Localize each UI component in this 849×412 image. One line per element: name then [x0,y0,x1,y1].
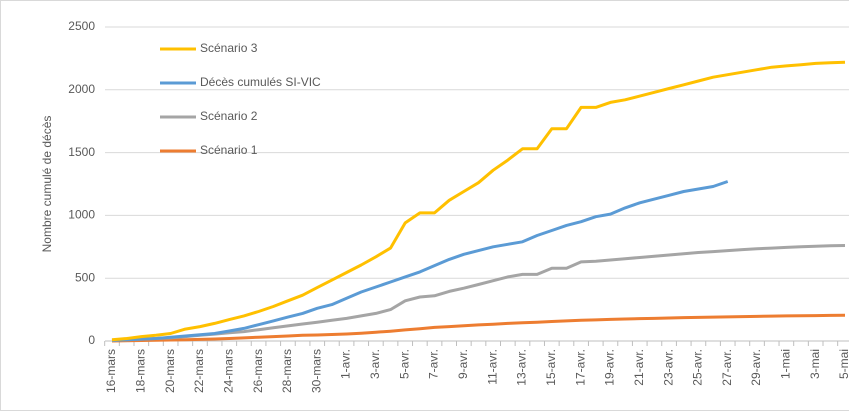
x-tick-label: 28-mars [280,349,294,393]
x-tick-label: 7-avr. [427,349,441,379]
y-tick-label: 2000 [68,82,95,96]
x-tick-label: 1-avr. [339,349,353,379]
x-tick-label: 15-avr. [544,349,558,386]
x-tick-label: 5-avr. [397,349,411,379]
y-tick-label: 1000 [68,208,95,222]
x-tick-label: 18-mars [133,349,147,393]
x-tick-label: 27-avr. [720,349,734,386]
y-tick-label: 0 [88,333,95,347]
legend-label: Décès cumulés SI-VIC [200,75,321,89]
x-tick-label: 1-mai [779,349,793,379]
x-tick-label: 22-mars [192,349,206,393]
x-tick-label: 9-avr. [456,349,470,379]
x-tick-label: 13-avr. [515,349,529,386]
x-tick-label: 24-mars [221,349,235,393]
legend-box [150,38,368,160]
x-tick-label: 25-avr. [691,349,705,386]
legend-label: Scénario 2 [200,109,258,123]
y-tick-label: 500 [75,270,95,284]
y-axis-label: Nombre cumulé de décès [40,116,54,253]
x-tick-label: 17-avr. [573,349,587,386]
x-tick-label: 30-mars [309,349,323,393]
legend-label: Scénario 3 [200,41,258,55]
series-line [111,313,846,343]
x-tick-label: 16-mars [104,349,118,393]
y-tick-label: 2500 [68,19,95,33]
x-tick-label: 29-avr. [749,349,763,386]
x-tick-label: 3-avr. [368,349,382,379]
x-tick-label: 20-mars [163,349,177,393]
series-line [111,60,846,342]
series-line [111,180,729,342]
x-tick-label: 26-mars [251,349,265,393]
x-tick-label: 5-mai [837,349,849,379]
legend-label: Scénario 1 [200,143,258,157]
x-tick-label: 19-avr. [603,349,617,386]
x-tick-label: 23-avr. [661,349,675,386]
y-tick-label: 1500 [68,145,95,159]
x-tick-label: 11-avr. [485,349,499,385]
x-tick-label: 3-mai [808,349,822,379]
x-tick-label: 21-avr. [632,349,646,386]
series-line [111,244,846,342]
